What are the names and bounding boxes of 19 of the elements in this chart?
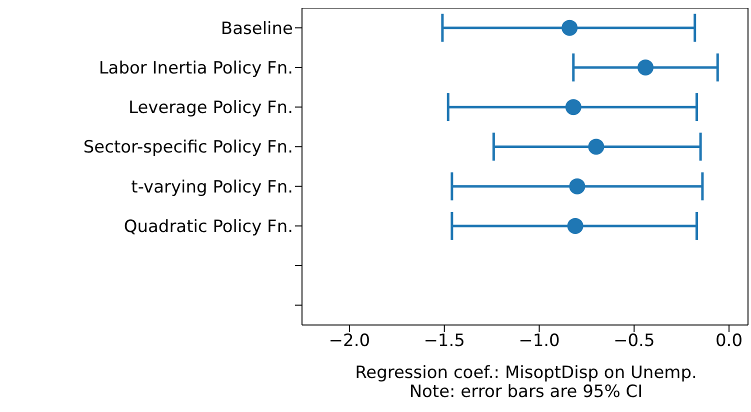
x-tick-label: 0.0 (716, 331, 743, 352)
y-tick-label: Labor Inertia Policy Fn. (98, 58, 293, 78)
y-tick-label: Leverage Policy Fn. (128, 98, 293, 118)
x-tick-label: −1.5 (424, 331, 465, 352)
point (638, 59, 654, 76)
text: Note: error bars are 95% CI (408, 382, 644, 402)
y-tick-label: Sector-specific Policy Fn. (83, 138, 293, 158)
y-tick-label: Baseline (220, 18, 293, 39)
x-tick-label: −1.0 (518, 331, 560, 352)
point (562, 20, 578, 36)
point (569, 178, 586, 194)
x-tick-label: −0.5 (613, 331, 655, 352)
x-tick-label: −2.0 (328, 331, 370, 352)
point (567, 218, 584, 234)
point (588, 138, 604, 155)
y-tick-label: Quadratic Policy Fn. (124, 216, 293, 237)
y-tick-label: t-varying Policy Fn. (131, 177, 293, 198)
x-axis-title: Regression coef.: MisoptDisp on Unemp. (354, 363, 698, 383)
point (565, 99, 582, 116)
